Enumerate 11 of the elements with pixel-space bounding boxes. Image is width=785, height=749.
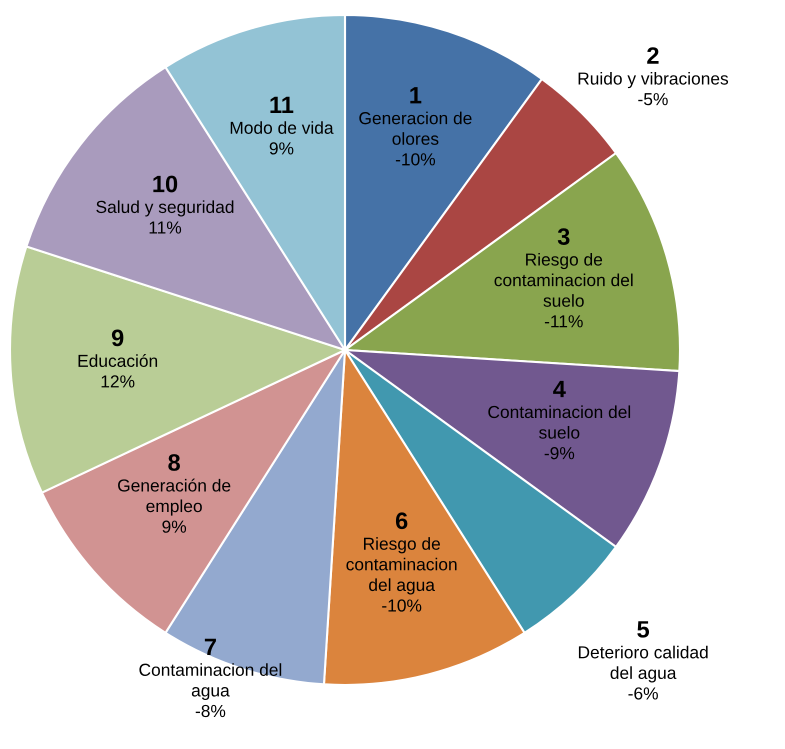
- slice-label: 10 Salud y seguridad 11%: [96, 176, 234, 234]
- slice-label: 3 Riesgo de contaminacion del suelo -11%: [494, 228, 633, 328]
- slice-label: 7 Contaminacion del agua -8%: [139, 638, 282, 718]
- slice-label: 4 Contaminacion del suelo -9%: [488, 380, 630, 460]
- slice-label: 9 Educación 12%: [78, 330, 158, 388]
- slice-label: 11 Modo de vida 9%: [230, 96, 334, 155]
- slice-label: 5 Deterioro calidad del agua -6%: [578, 621, 708, 700]
- slice-label: 2 Ruido y vibraciones -5%: [578, 47, 728, 106]
- slice-label: 6 Riesgo de contaminacion del agua -10%: [346, 512, 457, 612]
- slice-label: 8 Generación de empleo 9%: [118, 454, 230, 533]
- slice-label: 1 Generacion de olores -10%: [359, 87, 472, 166]
